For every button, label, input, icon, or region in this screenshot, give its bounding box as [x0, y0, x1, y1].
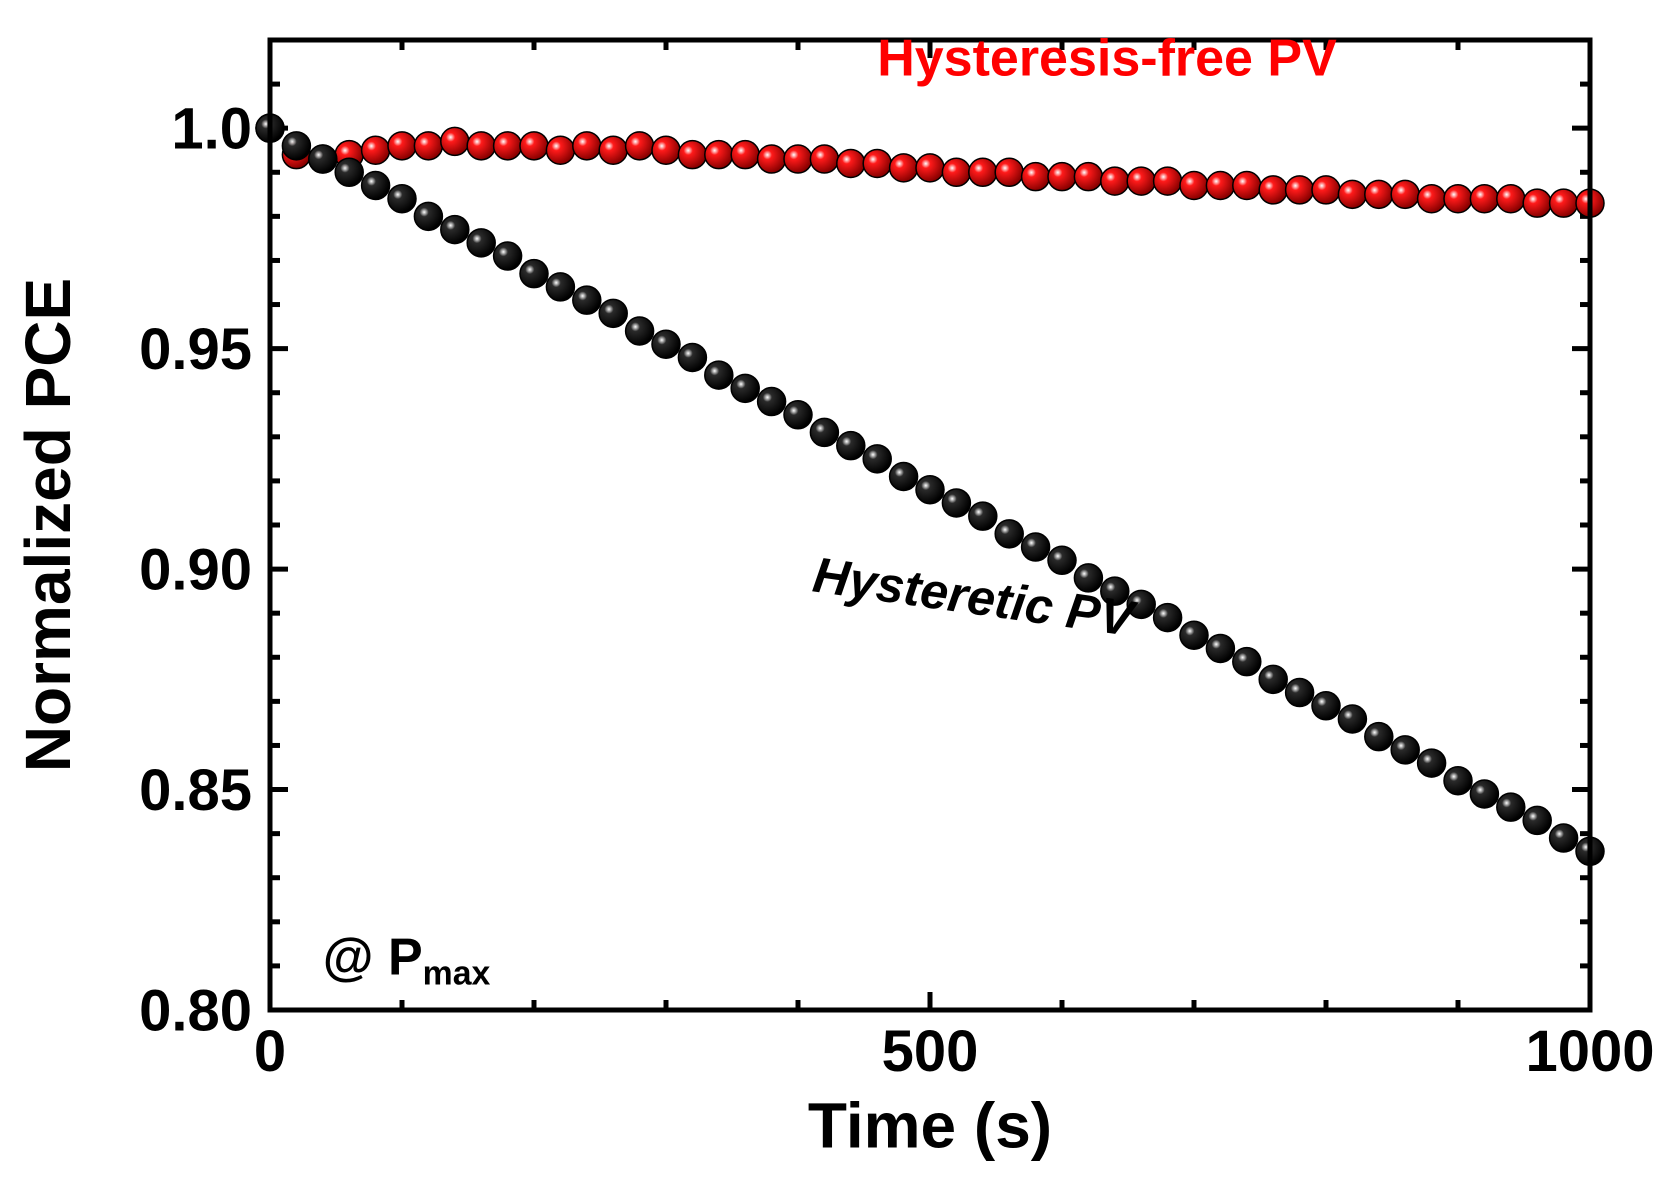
x-tick-label: 500 — [882, 1019, 979, 1084]
chart-container: 0 500 1000 0.80 0.85 0.90 0.95 1.0 Time (s) Norma… — [0, 0, 1666, 1186]
y-tick-label: 0.95 — [139, 317, 252, 382]
annotation-hystfree: Hysteresis-free PV — [877, 29, 1337, 87]
y-tick-label: 1.0 — [171, 96, 252, 161]
y-axis-label: Normalized PCE — [12, 278, 84, 772]
pce-vs-time-chart: 0 500 1000 0.80 0.85 0.90 0.95 1.0 Time (s) Norma… — [0, 0, 1666, 1186]
y-tick-label: 0.90 — [139, 537, 252, 602]
x-tick-label: 1000 — [1525, 1019, 1654, 1084]
x-axis-label: Time (s) — [808, 1090, 1052, 1162]
y-tick-label: 0.80 — [139, 978, 252, 1043]
x-tick-label: 0 — [254, 1019, 286, 1084]
y-tick-label: 0.85 — [139, 758, 252, 823]
